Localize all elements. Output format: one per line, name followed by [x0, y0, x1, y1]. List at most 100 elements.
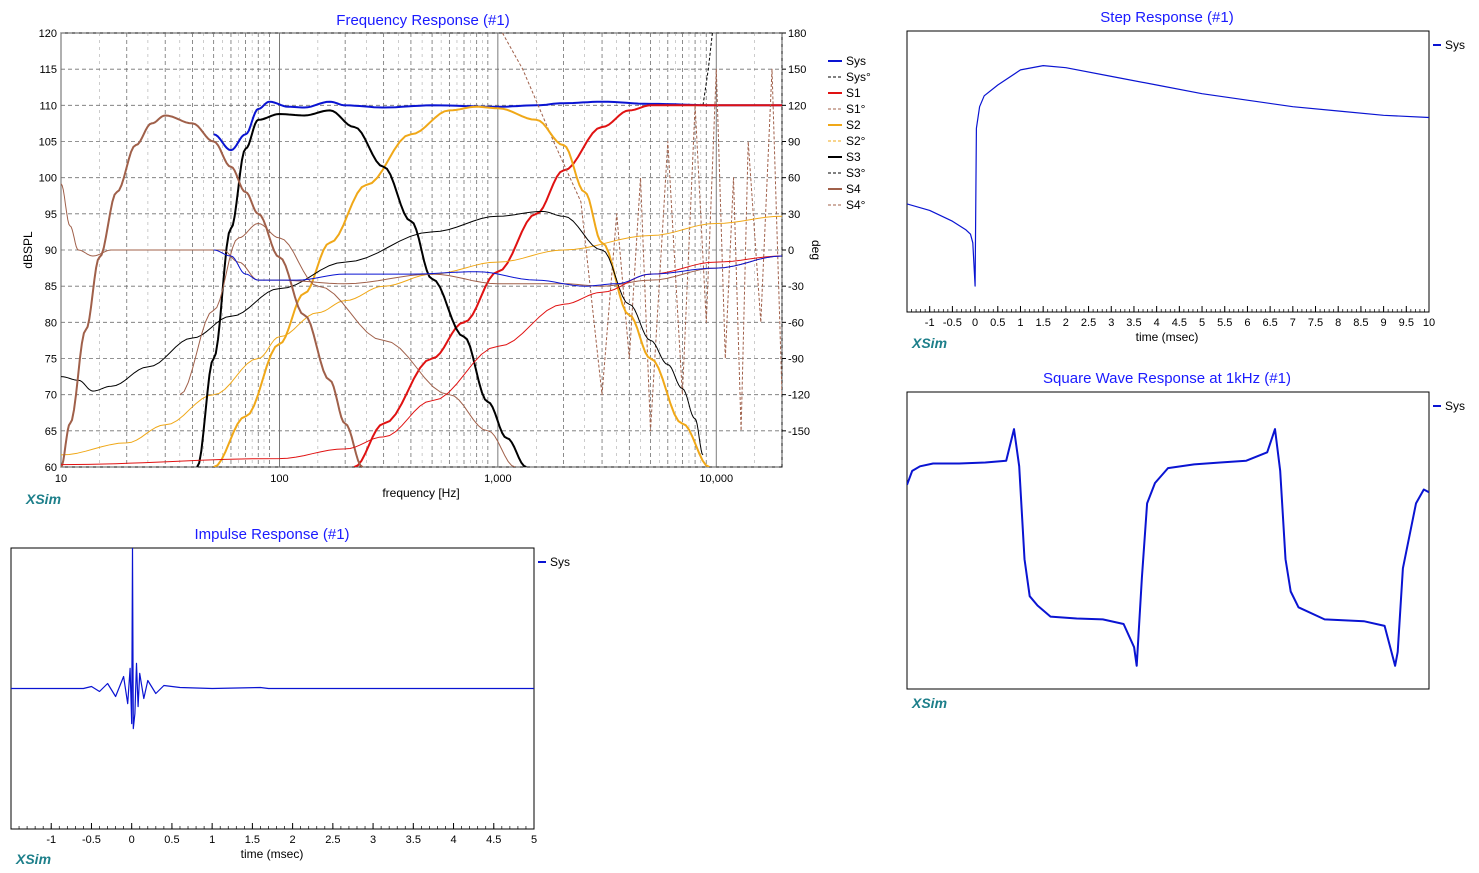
freq-y2tick-label: 150	[788, 64, 806, 76]
freq-series-s2	[213, 105, 710, 467]
freq-legend-label: S1°	[846, 102, 866, 116]
impulse-layer-xtick-label: 1	[209, 834, 215, 846]
step-layer-xtick-label: 0	[972, 317, 978, 329]
impulse-layer-xtick-label: 4.5	[486, 834, 501, 846]
impulse-layer-xtick-label: 5	[531, 834, 537, 846]
impulse-response-plot: -1 -0.5 0 0.5 1 1.5 2 2.5 3 3.5 4 4.5 5 Sys	[10, 547, 570, 846]
freq-series-s1-phase	[502, 33, 782, 432]
freq-series-s2-phase	[61, 215, 782, 456]
freq-xtick-label: 1,000	[484, 473, 512, 485]
freq-series-s1	[353, 104, 782, 467]
impulse-layer-xtick-label: 1.5	[245, 834, 260, 846]
impulse-layer-xtick-label: 2.5	[325, 834, 340, 846]
freq-y2tick-label: 60	[788, 173, 800, 185]
step-response-plot: -1 -0.5 0 0.5 1 1.5 2 2.5 3 3.5 4 4.5 5 5.5 6 6.5 7 7.5 8 8…	[906, 30, 1465, 329]
freq-ytick-label: 85	[45, 281, 57, 293]
impulse-brand: XSim	[15, 851, 51, 867]
step-layer-xtick-label: 4	[1154, 317, 1160, 329]
freq-xtick-label: 10,000	[699, 473, 733, 485]
square-layer-series-sys	[907, 428, 1429, 667]
freq-y2tick-label: -60	[788, 317, 804, 329]
freq-legend-label: S2°	[846, 134, 866, 148]
freq-ytick-label: 70	[45, 390, 57, 402]
impulse-xlabel: time (msec)	[241, 847, 304, 861]
step-xlabel: time (msec)	[1136, 330, 1199, 344]
square-layer-legend-label: Sys	[1445, 399, 1465, 413]
freq-title: Frequency Response (#1)	[336, 12, 509, 29]
impulse-layer-legend-label: Sys	[550, 555, 570, 569]
freq-legend-label: Sys°	[846, 70, 871, 84]
step-layer-xtick-label: 1	[1017, 317, 1023, 329]
step-title: Step Response (#1)	[1100, 9, 1233, 26]
freq-ytick-label: 65	[45, 426, 57, 438]
freq-ytick-label: 120	[39, 28, 57, 40]
freq-y2tick-label: 90	[788, 137, 800, 149]
freq-y2tick-label: -90	[788, 354, 804, 366]
impulse-layer-xtick-label: 3	[370, 834, 376, 846]
impulse-layer-xtick-label: 0.5	[164, 834, 179, 846]
step-layer-xtick-label: 2.5	[1081, 317, 1096, 329]
freq-xlabel: frequency [Hz]	[382, 486, 459, 500]
freq-ytick-label: 60	[45, 462, 57, 474]
step-layer-xtick-label: 2	[1063, 317, 1069, 329]
step-layer-xtick-label: 8	[1335, 317, 1341, 329]
step-layer-xtick-label: 7.5	[1308, 317, 1323, 329]
step-layer-xtick-label: 3.5	[1126, 317, 1141, 329]
impulse-title: Impulse Response (#1)	[194, 526, 349, 543]
freq-ytick-label: 90	[45, 245, 57, 257]
freq-legend-label: S1	[846, 86, 861, 100]
freq-ytick-label: 100	[39, 173, 57, 185]
step-layer-xtick-label: 6.5	[1262, 317, 1277, 329]
freq-xtick-label: 10	[55, 473, 67, 485]
freq-y2tick-label: 0	[788, 245, 794, 257]
freq-series-trace-12	[213, 249, 782, 287]
freq-ytick-label: 105	[39, 137, 57, 149]
step-layer-xtick-label: 0.5	[990, 317, 1005, 329]
freq-ytick-label: 115	[39, 64, 57, 76]
step-layer-xtick-label: 7	[1290, 317, 1296, 329]
freq-brand: XSim	[25, 491, 61, 507]
square-title: Square Wave Response at 1kHz (#1)	[1043, 370, 1291, 387]
step-layer-area	[906, 30, 1430, 313]
impulse-layer-xtick-label: 0	[129, 834, 135, 846]
freq-series-trace-11	[61, 255, 782, 466]
freq-ytick-label: 80	[45, 317, 57, 329]
step-layer-xtick-label: 6	[1244, 317, 1250, 329]
step-layer-xtick-label: 5.5	[1217, 317, 1232, 329]
step-layer-xtick-label: 10	[1423, 317, 1435, 329]
freq-series-trace-10	[179, 223, 516, 467]
freq-ylabel: dBSPL	[21, 231, 35, 269]
step-layer-legend-label: Sys	[1445, 38, 1465, 52]
freq-series-sys	[213, 100, 782, 152]
step-layer-xtick-label: -1	[925, 317, 935, 329]
step-layer-series-sys	[907, 64, 1429, 287]
freq-y2tick-label: 180	[788, 28, 806, 40]
freq-legend-label: S2	[846, 118, 861, 132]
freq-legend-label: S4°	[846, 198, 866, 212]
freq-y2tick-label: -150	[788, 426, 810, 438]
freq-y2tick-label: -120	[788, 390, 810, 402]
square-wave-response-plot: Sys	[906, 391, 1465, 690]
freq-y2label: deg	[809, 240, 823, 260]
freq-legend-label: S3	[846, 150, 861, 164]
impulse-layer-xtick-label: -1	[46, 834, 56, 846]
freq-y2tick-label: -30	[788, 281, 804, 293]
impulse-layer-xtick-label: -0.5	[82, 834, 101, 846]
impulse-layer-xtick-label: 3.5	[406, 834, 421, 846]
freq-series-s4	[61, 114, 364, 467]
freq-ytick-label: 110	[39, 100, 57, 112]
freq-y2tick-label: 30	[788, 209, 800, 221]
step-layer-xtick-label: 5	[1199, 317, 1205, 329]
step-layer-xtick-label: -0.5	[943, 317, 962, 329]
step-layer-xtick-label: 3	[1108, 317, 1114, 329]
freq-y2tick-label: 120	[788, 100, 806, 112]
step-layer-xtick-label: 1.5	[1036, 317, 1051, 329]
step-brand: XSim	[911, 335, 947, 351]
square-layer-area	[906, 391, 1430, 690]
freq-legend-label: S3°	[846, 166, 866, 180]
freq-series-s3	[196, 109, 527, 467]
square-brand: XSim	[911, 695, 947, 711]
step-layer-xtick-label: 4.5	[1172, 317, 1187, 329]
